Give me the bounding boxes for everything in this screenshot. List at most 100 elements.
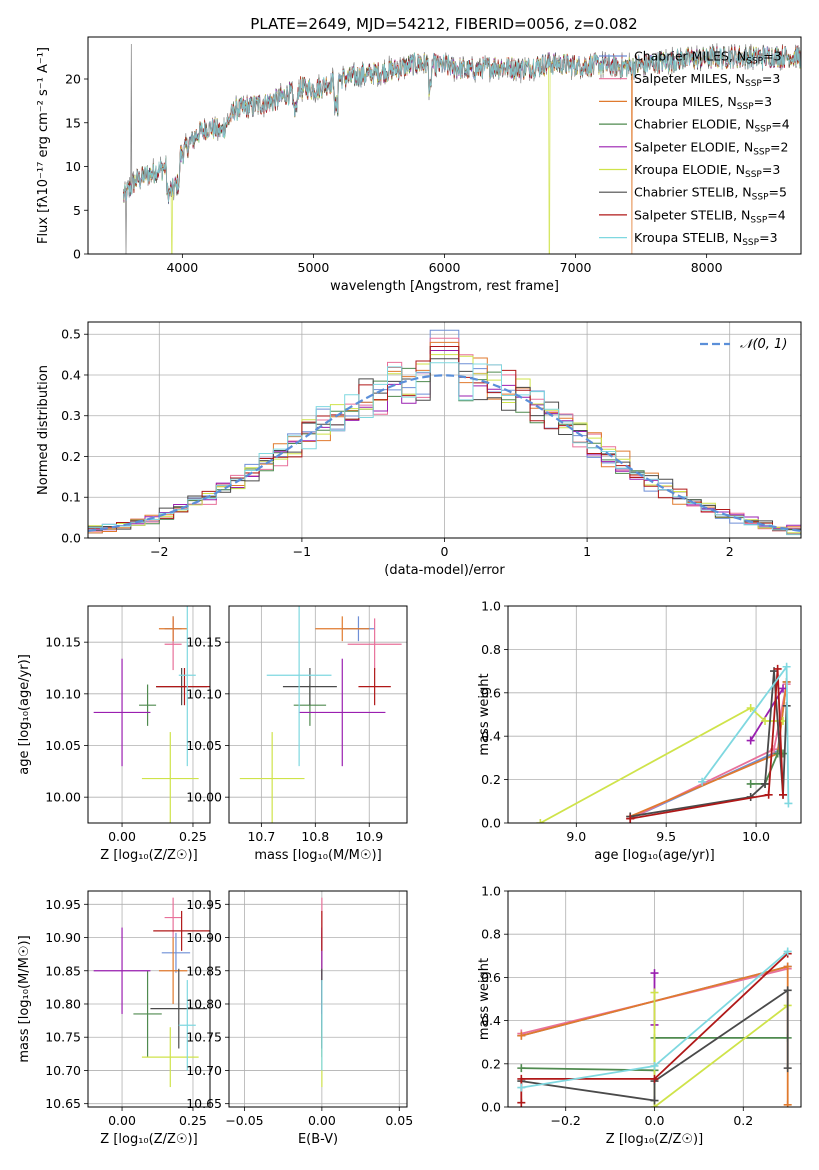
- weight-marker: [783, 962, 792, 971]
- legend-entry: Salpeter MILES, NSSP=3: [634, 71, 780, 89]
- y-tick-label: 10.70: [186, 1063, 222, 1078]
- weight-marker: [746, 736, 755, 745]
- spectrum-panel: 4000 5000 6000 7000 8000 0 5 10 15 20 wavelength […: [36, 36, 802, 294]
- x-axis-label: age [log₁₀(age/yr)]: [594, 848, 715, 863]
- y-tick-label: 10.80: [45, 996, 81, 1011]
- y-tick-label: 10.65: [45, 1096, 81, 1111]
- x-tick-label: 0.25: [179, 829, 207, 844]
- weight-marker: [517, 1098, 526, 1107]
- y-tick-label: 1.0: [481, 884, 501, 899]
- error-bar-point: [282, 668, 337, 706]
- gaussian-reference-line: [88, 374, 801, 532]
- legend-series-name: Chabrier MILES: [634, 49, 729, 64]
- legend-entry: Salpeter STELIB, NSSP=4: [634, 207, 786, 225]
- legend-nssp-equals: =: [770, 139, 780, 154]
- error-bar-point: [141, 732, 199, 823]
- error-bar-point: [178, 606, 196, 767]
- legend-nssp-value: 5: [779, 185, 787, 200]
- y-tick-label: 0.3: [61, 408, 81, 423]
- x-axis-label: E(B-V): [298, 1132, 338, 1147]
- error-bar-point: [347, 618, 402, 671]
- weight_vs_age-plot-area: [536, 662, 793, 823]
- weight-marker: [517, 1083, 526, 1092]
- weight-marker: [773, 664, 782, 673]
- error-bar-point: [133, 970, 162, 1058]
- y-tick-label: 0.8: [481, 927, 501, 942]
- spectrum-plot-area: [123, 43, 801, 254]
- legend-nssp-subscript: SSP: [754, 125, 771, 135]
- legend-series-name: Chabrier STELIB: [634, 185, 734, 200]
- error-bar-point: [178, 980, 196, 1071]
- legend-entry: Salpeter ELODIE, NSSP=2: [634, 139, 788, 157]
- age_vs_mass-plot-area: [239, 606, 402, 823]
- weight-marker: [782, 662, 791, 671]
- x-axis-label: Z [log₁₀(Z/Z☉)]: [606, 1132, 703, 1147]
- legend-nssp-prefix: , N: [733, 207, 750, 222]
- error-bar-point: [358, 668, 391, 706]
- legend-nssp-equals: =: [769, 185, 779, 200]
- y-tick-label: 15: [65, 115, 81, 130]
- weight-marker: [517, 1031, 526, 1040]
- legend-entry: Chabrier ELODIE, NSSP=4: [634, 117, 790, 135]
- legend-nssp-prefix: , N: [719, 94, 736, 109]
- legend-entry: 𝒩(0, 1): [740, 337, 787, 352]
- residuals-plot-area: [88, 329, 801, 536]
- legend-nssp-equals: =: [762, 71, 772, 86]
- weight-marker: [698, 777, 707, 786]
- histogram-step-line: [88, 346, 801, 535]
- age_vs_mass-panel: 10.7 10.8 10.9 10.00 10.05 10.10 10.15 mass [lo…: [186, 605, 408, 863]
- legend-series-name: Kroupa ELODIE: [634, 162, 728, 177]
- legend-series-name: Salpeter ELODIE: [634, 139, 736, 154]
- error-bar-point: [239, 732, 305, 823]
- x-tick-label: 0.00: [108, 829, 136, 844]
- y-axis-label: mass weight: [477, 673, 492, 755]
- legend-entry: Kroupa ELODIE, NSSP=3: [634, 162, 780, 180]
- legend-nssp-subscript: SSP: [742, 238, 759, 248]
- weight-marker: [650, 969, 659, 978]
- y-tick-label: 0.0: [481, 816, 501, 831]
- weight-line: [630, 668, 784, 820]
- legend-nssp-prefix: , N: [734, 185, 751, 200]
- spectrum-model-line: [123, 46, 801, 203]
- legend-nssp-equals: =: [763, 49, 773, 64]
- x-tick-label: 10.0: [742, 829, 770, 844]
- y-tick-label: 10.75: [45, 1030, 81, 1045]
- legend-nssp-value: 3: [774, 49, 782, 64]
- x-tick-label: 10.8: [301, 829, 329, 844]
- y-tick-label: 0.0: [481, 1100, 501, 1115]
- weight-marker: [517, 1074, 526, 1083]
- x-tick-label: 9.5: [656, 829, 676, 844]
- y-tick-label: 10.65: [186, 1096, 222, 1111]
- residuals-panel: −2 −1 0 1 2 0.0 0.1 0.2 0.3 0.4 0.5 (data-model)/er…: [36, 321, 802, 578]
- y-tick-label: 10.00: [186, 790, 222, 805]
- weight-marker: [746, 703, 755, 712]
- legend-nssp-prefix: , N: [725, 230, 742, 245]
- y-tick-label: 0.2: [61, 449, 81, 464]
- y-tick-label: 5: [73, 203, 81, 218]
- error-bar-point: [141, 1027, 199, 1088]
- y-tick-label: 20: [65, 72, 81, 87]
- y-axis-label: mass [log₁₀(M/M☉)]: [17, 935, 32, 1062]
- age_vs_Z-plot-area: [93, 606, 210, 823]
- x-tick-label: 0.00: [108, 1113, 136, 1128]
- weight-marker: [783, 986, 792, 995]
- error-bar-point: [158, 616, 188, 642]
- y-tick-label: 10.85: [186, 963, 222, 978]
- legend-nssp-prefix: , N: [737, 117, 754, 132]
- legend-nssp-value: 4: [782, 117, 790, 132]
- legend-nssp-value: 4: [778, 207, 786, 222]
- weight-marker: [536, 819, 545, 823]
- error-bar-point: [158, 937, 188, 1004]
- legend-series-name: Chabrier ELODIE: [634, 117, 737, 132]
- weight-line: [630, 671, 788, 818]
- error-bar-point: [93, 658, 151, 767]
- weight-marker: [626, 814, 635, 823]
- y-tick-label: 0.2: [481, 1056, 501, 1071]
- error-bar-point: [153, 910, 210, 951]
- y-tick-label: 10.90: [45, 930, 81, 945]
- weight-marker: [784, 799, 793, 808]
- weight_vs_Z-panel: −0.2 0.0 0.2 0.0 0.2 0.4 0.6 0.8 1.0 Z [log₁₀(Z/Z…: [477, 884, 802, 1147]
- axes-frame: [507, 605, 802, 824]
- y-tick-label: 10.00: [45, 790, 81, 805]
- axes-frame: [228, 890, 408, 1108]
